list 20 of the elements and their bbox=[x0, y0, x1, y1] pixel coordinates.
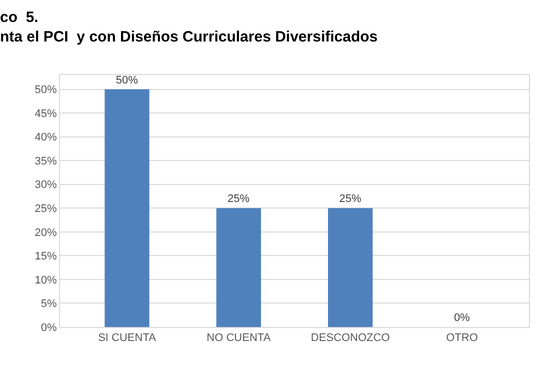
data-label: 25% bbox=[339, 193, 362, 206]
data-label: 0% bbox=[454, 312, 470, 324]
y-tick-label: 5% bbox=[40, 298, 58, 310]
y-tick-label: 35% bbox=[34, 155, 58, 168]
y-tick-label: 10% bbox=[34, 274, 58, 286]
y-tick-label: 15% bbox=[34, 250, 58, 263]
y-tick-label: 0% bbox=[40, 322, 58, 334]
x-tick-label: OTRO bbox=[446, 332, 478, 344]
x-tick-label: NO CUENTA bbox=[206, 332, 272, 344]
y-tick-label: 40% bbox=[34, 132, 58, 144]
y-tick-label: 50% bbox=[34, 84, 58, 96]
y-tick-label: 20% bbox=[34, 226, 58, 239]
y-tick-label: 45% bbox=[34, 108, 58, 120]
data-label: 50% bbox=[116, 74, 138, 86]
data-label: 25% bbox=[228, 193, 250, 206]
y-tick-label: 30% bbox=[34, 179, 58, 192]
chart-title: co 5. nta el PCI y con Diseños Curriculares Diversificados bbox=[0, 9, 378, 46]
y-tick-label: 25% bbox=[34, 202, 58, 215]
x-tick-label: DESCONOZCO bbox=[310, 332, 390, 344]
x-tick-label: SI CUENTA bbox=[98, 332, 157, 344]
